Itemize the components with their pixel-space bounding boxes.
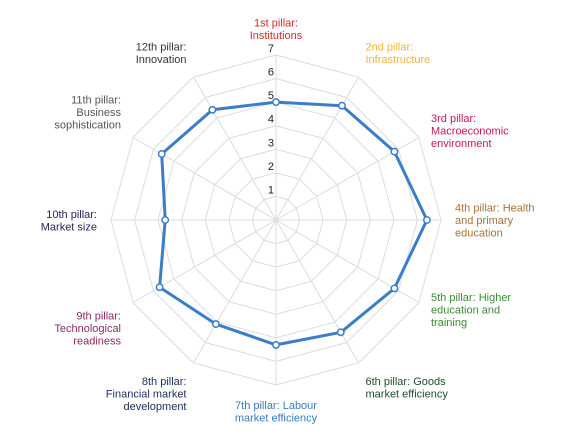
spoke-line <box>132 137 277 221</box>
axis-label-line: 11th pillar: <box>71 95 121 107</box>
axis-label-line: 5th pillar: Higher <box>431 292 511 304</box>
data-point[interactable] <box>211 320 220 329</box>
axis-label-line: Macroeconomic <box>431 126 509 138</box>
axis-label-line: market efficiency <box>235 413 318 425</box>
axis-label-line: Technological <box>54 323 121 335</box>
data-point[interactable] <box>390 147 399 156</box>
axis-label-line: 1st pillar: <box>254 18 298 30</box>
axis-label: 8th pillar: Financial market development <box>106 376 187 413</box>
axis-label-line: market efficiency <box>366 389 449 401</box>
axis-label-line: and primary <box>455 215 514 227</box>
axis-label: 3rd pillar: Macroeconomic environment <box>431 113 509 150</box>
data-point[interactable] <box>208 105 217 114</box>
tick-label: 3 <box>268 137 274 149</box>
tick-label: 7 <box>268 43 274 55</box>
axis-label-line: Innovation <box>136 54 187 66</box>
axis-label-line: 9th pillar: <box>76 311 121 323</box>
axis-label-line: 12th pillar: <box>136 42 187 54</box>
axis-label-line: environment <box>431 138 492 150</box>
axis-label: 4th pillar: Health and primary education <box>455 203 535 240</box>
axis-label-line: 2nd pillar: <box>366 42 414 54</box>
series-layer <box>155 98 431 349</box>
axis-label-line: education <box>455 228 503 240</box>
data-point[interactable] <box>422 216 431 224</box>
tick-label: 6 <box>268 67 274 79</box>
axis-label: 11th pillar: Business sophistication <box>54 95 121 132</box>
axis-label-line: training <box>431 317 467 329</box>
axis-label: 2nd pillar: Infrastructure <box>366 42 431 67</box>
data-point[interactable] <box>272 340 280 349</box>
axis-label-line: 3rd pillar: <box>431 113 476 125</box>
axis-label-line: 7th pillar: Labour <box>235 400 317 412</box>
axis-label-line: sophistication <box>54 120 121 132</box>
axis-label: 7th pillar: Labour market efficiency <box>235 400 318 425</box>
axis-label-line: Business <box>76 107 121 119</box>
data-point[interactable] <box>272 98 280 107</box>
spoke-line <box>193 76 277 221</box>
tick-label: 4 <box>268 114 274 126</box>
axis-labels: 1st pillar: Institutions 2nd pillar: Infras… <box>41 18 535 425</box>
axis-label: 5th pillar: Higher education and training <box>431 292 511 329</box>
axis-label: 12th pillar: Innovation <box>136 42 187 67</box>
axis-label-line: 10th pillar: <box>46 209 97 221</box>
axis-label-line: Infrastructure <box>366 54 431 66</box>
data-point[interactable] <box>155 283 164 292</box>
axis-label-line: Institutions <box>250 30 303 42</box>
axis-label: 6th pillar: Goods market efficiency <box>366 376 449 401</box>
axis-label-line: readiness <box>73 336 121 348</box>
tick-label: 5 <box>268 90 274 102</box>
radial-tick-labels: 1 2 3 4 5 6 7 <box>268 43 274 196</box>
axis-label: 10th pillar: Market size <box>41 209 97 234</box>
series-line <box>158 100 429 347</box>
axis-label-line: 8th pillar: <box>142 376 187 388</box>
axis-label-line: education and <box>431 305 500 317</box>
data-point[interactable] <box>390 284 399 293</box>
axis-label-line: development <box>124 401 187 413</box>
axis-label: 9th pillar: Technological readiness <box>54 311 121 348</box>
axis-label: 1st pillar: Institutions <box>250 18 303 43</box>
tick-label: 1 <box>268 184 274 196</box>
data-point[interactable] <box>338 101 346 110</box>
data-point[interactable] <box>161 216 170 224</box>
spoke-line <box>275 76 359 221</box>
axis-label-line: 6th pillar: Goods <box>366 376 447 388</box>
spoke-line <box>193 219 277 364</box>
spoke-line <box>275 219 359 364</box>
axis-label-line: Financial market <box>106 389 187 401</box>
axis-label-line: Market size <box>41 221 97 233</box>
radar-grid <box>110 54 442 386</box>
data-point[interactable] <box>336 328 345 337</box>
tick-label: 2 <box>268 161 274 173</box>
data-point[interactable] <box>157 150 166 158</box>
axis-label-line: 4th pillar: Health <box>455 203 535 215</box>
